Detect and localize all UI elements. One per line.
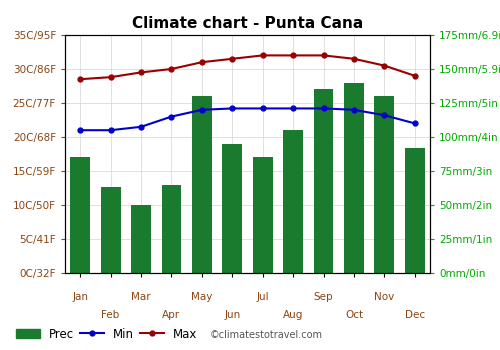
Text: Jul: Jul xyxy=(256,292,269,302)
Title: Climate chart - Punta Cana: Climate chart - Punta Cana xyxy=(132,16,363,31)
Bar xyxy=(192,96,212,273)
Bar xyxy=(374,96,394,273)
Bar xyxy=(162,184,182,273)
Text: Feb: Feb xyxy=(102,310,120,320)
Bar xyxy=(100,187,120,273)
Bar xyxy=(222,144,242,273)
Text: Sep: Sep xyxy=(314,292,334,302)
Text: Jun: Jun xyxy=(224,310,240,320)
Bar xyxy=(253,158,272,273)
Bar xyxy=(314,89,334,273)
Text: May: May xyxy=(191,292,212,302)
Text: Oct: Oct xyxy=(345,310,363,320)
Text: Apr: Apr xyxy=(162,310,180,320)
Text: ©climatestotravel.com: ©climatestotravel.com xyxy=(210,329,323,340)
Bar xyxy=(70,158,90,273)
Bar xyxy=(131,205,151,273)
Legend: Prec, Min, Max: Prec, Min, Max xyxy=(16,328,198,341)
Text: Dec: Dec xyxy=(404,310,425,320)
Text: Mar: Mar xyxy=(131,292,151,302)
Bar xyxy=(405,148,424,273)
Text: Aug: Aug xyxy=(283,310,304,320)
Bar xyxy=(344,83,364,273)
Text: Jan: Jan xyxy=(72,292,88,302)
Bar xyxy=(283,130,303,273)
Text: Nov: Nov xyxy=(374,292,394,302)
